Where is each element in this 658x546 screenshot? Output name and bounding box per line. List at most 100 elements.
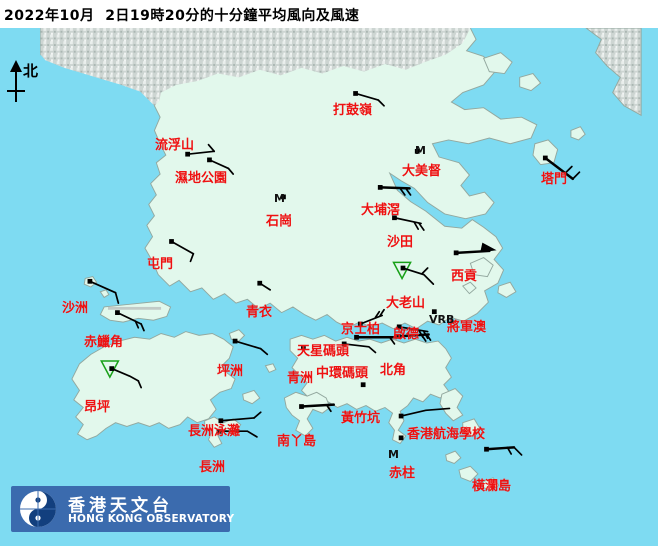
wind-barb-shaft-kai-tak xyxy=(398,325,429,333)
wind-barb-feather-star-ferry-pier xyxy=(388,336,396,345)
wind-barb-feather-cheung-chau-beach xyxy=(253,411,262,419)
land-shek-o xyxy=(439,387,464,422)
wind-barb-shaft-cheung-chau xyxy=(218,430,258,438)
wind-barb-feather-kings-park xyxy=(379,308,385,317)
map-canvas xyxy=(40,28,642,492)
land-high-island xyxy=(497,281,517,298)
station-dot-tsing-yi xyxy=(257,280,263,286)
station-dot-tates-cairn xyxy=(400,265,406,271)
wind-barb-feather-tap-mun xyxy=(564,165,573,175)
land-lantau-island xyxy=(71,331,236,441)
wind-barb-feather-wetland-park xyxy=(227,167,235,175)
urban-shenzhen xyxy=(40,28,471,106)
land-kau-sai-chau xyxy=(469,257,494,278)
wind-barb-shaft-lamma-island xyxy=(300,403,335,408)
urban-dapeng xyxy=(585,28,642,117)
wind-barb-feather-tates-cairn xyxy=(421,267,429,275)
significant-height-triangle-tates-cairn xyxy=(392,261,412,281)
wind-barb-shaft-central-pier xyxy=(343,343,377,354)
north-arrow: 北 xyxy=(2,58,50,108)
station-dot-ngong-ping xyxy=(109,366,115,371)
wind-barb-feather-lamma-island xyxy=(326,404,332,413)
station-dot-tuen-mun xyxy=(169,239,174,244)
wind-barb-feather-north-point xyxy=(425,333,432,341)
station-dot-stanley xyxy=(398,435,404,441)
wind-barb-shaft-lau-fau-shan xyxy=(186,150,216,156)
station-dot-hk-sea-school xyxy=(398,413,404,419)
station-dot-tai-mei-tuk xyxy=(414,148,420,154)
station-dot-ta-kwu-ling xyxy=(353,91,358,96)
landmass-group xyxy=(40,28,586,492)
wind-barb-shaft-tap-mun xyxy=(544,156,575,181)
wind-barb-shaft-chek-lap-kok xyxy=(116,311,143,325)
station-glyph-layer xyxy=(87,91,581,456)
land-crooked-harbour xyxy=(519,72,542,92)
wind-barb-feather-sha-tin xyxy=(418,222,425,231)
wind-barb-feather-waglan-island xyxy=(506,446,513,455)
hko-logo-icon xyxy=(20,491,56,527)
land-peng-chau xyxy=(228,329,246,342)
station-dot-kai-tak xyxy=(396,324,402,330)
station-dot-central-pier xyxy=(341,341,347,347)
station-dot-tai-po-kau xyxy=(377,185,383,190)
station-dot-north-point xyxy=(395,333,401,339)
station-dot-cheung-chau-beach xyxy=(218,418,224,424)
land-lo-chau xyxy=(445,450,462,465)
wind-barb-shaft-sha-chau xyxy=(89,280,117,294)
land-tung-lung-chau xyxy=(462,418,481,437)
airport-runway xyxy=(107,306,162,310)
wind-barb-shaft-peng-chau xyxy=(234,340,262,350)
north-label: 北 xyxy=(23,62,39,80)
land-cheung-chau xyxy=(204,416,242,448)
wind-barb-feather-ta-kwu-ling xyxy=(377,99,385,107)
station-dot-green-island xyxy=(301,345,306,351)
land-shelter-island xyxy=(462,281,477,295)
wind-barb-feather-chek-lap-kok xyxy=(140,323,145,332)
station-dot-sha-tin xyxy=(392,215,397,221)
hko-name-english: HONG KONG OBSERVATORY xyxy=(68,513,235,525)
wind-barb-feather-peng-chau xyxy=(259,347,269,356)
hong-kong-wind-map: 北 打鼓嶺 流浮山 濕地公園 大美督 M 石崗 M 大埔滘 沙田 塔門 屯門 沙洲 赤鱲角 西貢 大老山 將軍… xyxy=(0,28,658,546)
wind-barb-feather-tuen-mun xyxy=(189,252,195,263)
land-kat-o xyxy=(483,52,513,75)
station-dot-waglan-island xyxy=(484,446,489,452)
station-dot-wetland-park xyxy=(207,157,212,163)
wind-barb-shaft-ta-kwu-ling xyxy=(354,92,380,101)
station-dot-chek-lap-kok xyxy=(115,310,120,315)
land-hei-ling-chau xyxy=(242,389,261,405)
wind-barb-shaft-wetland-park xyxy=(208,159,230,170)
wind-barb-feather-tap-mun xyxy=(571,171,581,180)
station-dot-peng-chau xyxy=(232,338,238,344)
wind-barb-shaft-tates-cairn xyxy=(402,267,435,286)
wind-barb-feather-north-point xyxy=(421,334,427,342)
wind-barb-feather-sha-tin xyxy=(413,221,420,230)
wind-barb-shaft-waglan-island xyxy=(485,446,516,451)
hko-logo-bar: 香港天文台 HONG KONG OBSERVATORY xyxy=(11,486,234,532)
hko-name-chinese: 香港天文台 xyxy=(68,496,173,516)
wind-barb-shaft-tai-po-kau xyxy=(378,186,411,190)
station-dot-sha-chau xyxy=(87,278,93,284)
station-dot-lamma-island xyxy=(299,404,304,409)
wind-barb-feather-lau-fau-shan xyxy=(207,143,216,153)
station-dot-cheung-chau xyxy=(216,428,222,434)
wind-barb-shaft-sha-tin xyxy=(393,216,422,225)
wind-barb-feather-waglan-island xyxy=(513,446,523,456)
wind-barb-shaft-hk-sea-school xyxy=(400,407,451,417)
station-dot-lau-fau-shan xyxy=(185,151,191,157)
land-hk-island xyxy=(289,334,452,445)
land-po-toi-2 xyxy=(482,477,500,492)
land-po-toi-1 xyxy=(458,465,479,483)
station-dot-sai-kung xyxy=(453,250,459,256)
land-tap-mun xyxy=(532,139,559,166)
wind-barb-feather-tai-po-kau xyxy=(404,187,412,196)
wind-barb-shaft-north-point xyxy=(397,333,430,338)
wind-barb-feather-sha-chau xyxy=(114,291,120,304)
station-dot-star-ferry-pier xyxy=(354,334,359,340)
land-kau-yi-chau xyxy=(264,363,277,373)
land-lung-kwu-chau xyxy=(99,289,110,299)
land-new-territories xyxy=(40,28,538,330)
wind-barb-shaft-cheung-chau-beach xyxy=(219,417,255,422)
page-title: 2022年10月 2日19時20分的十分鐘平均風向及風速 xyxy=(4,8,360,24)
station-dot-kings-park xyxy=(357,321,363,327)
